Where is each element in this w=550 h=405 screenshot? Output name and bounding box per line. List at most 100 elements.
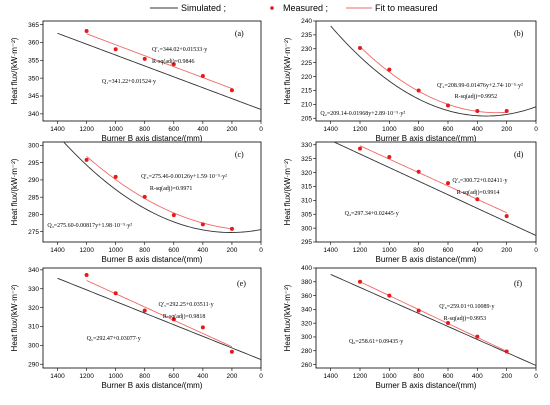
x-axis-title: Burner B axis distance/(mm)	[376, 134, 477, 143]
y-tick-label: 305	[301, 211, 312, 218]
x-tick-label: 600	[168, 247, 179, 254]
x-axis-title: Burner B axis distance/(mm)	[102, 134, 203, 143]
x-tick-label: 1200	[353, 373, 368, 380]
y-axis-title: Heat flux/(kW·m⁻²)	[283, 37, 292, 104]
simulated-equation: Q₄=297.34+0.02445·y	[345, 211, 399, 217]
measured-point	[504, 214, 509, 219]
panels: 1400 1200 1000 800 600 400 200 0 340 345 350 355 360…	[10, 18, 538, 390]
panel-c: 1400 1200 1000 800 600 400 200 0 275 280 285 290 295…	[10, 141, 263, 264]
x-tick-label: 400	[197, 373, 208, 380]
r-squared: R-sq(adj)=0.9914	[457, 189, 500, 196]
x-tick-label: 0	[259, 247, 263, 254]
x-axis-title: Burner B axis distance/(mm)	[102, 255, 203, 264]
y-tick-label: 275	[28, 229, 39, 236]
y-tick-label: 300	[28, 343, 39, 350]
fit-equation: Q'₅=292.25+0.03511·y	[159, 302, 214, 308]
x-tick-label: 1000	[382, 373, 397, 380]
x-tick-label: 400	[197, 247, 208, 254]
panel-label: (b)	[514, 29, 524, 38]
plot-frame	[315, 20, 537, 122]
plot-frame	[42, 267, 262, 369]
y-tick-label: 300	[28, 143, 39, 150]
y-axis-title: Heat flux/(kW·m⁻²)	[10, 37, 19, 104]
fit-curve	[86, 280, 233, 348]
y-tick-label: 280	[301, 348, 312, 355]
y-tick-label: 365	[28, 22, 39, 29]
y-tick-label: 235	[301, 32, 312, 39]
legend: Simulated ; Measured ; Fit to measured	[150, 3, 438, 13]
x-tick-label: 1400	[323, 247, 338, 254]
fit-equation: Q'₄=300.72+0.02411·y	[452, 178, 507, 184]
plot-frame	[42, 20, 262, 122]
measured-point	[387, 293, 392, 298]
measured-point	[84, 157, 89, 162]
simulated-curve	[63, 142, 261, 233]
legend-measured-label: Measured ;	[283, 3, 328, 13]
x-tick-label: 800	[139, 247, 150, 254]
measured-point	[387, 67, 392, 72]
simulated-equation: Q₁=341.22+0.01524·y	[102, 79, 156, 85]
measured-point	[446, 181, 450, 186]
y-tick-label: 360	[301, 293, 312, 300]
y-tick-label: 290	[28, 361, 39, 368]
panel-label: (d)	[514, 150, 524, 159]
y-tick-label: 285	[28, 194, 39, 201]
x-tick-label: 800	[139, 373, 150, 380]
simulated-equation: Q₅=292.47+0.03077·y	[87, 336, 141, 342]
y-tick-label: 325	[301, 156, 312, 163]
x-axis-title: Burner B axis distance/(mm)	[376, 381, 477, 390]
fit-curve	[86, 33, 233, 89]
y-tick-label: 320	[301, 320, 312, 327]
fit-curve	[359, 145, 507, 214]
fit-equation: Q'₁=344.02+0.01533·y	[152, 47, 207, 53]
x-tick-label: 600	[168, 126, 179, 133]
simulated-curve	[57, 32, 261, 110]
x-tick-label: 800	[413, 373, 424, 380]
panel-label: (a)	[235, 29, 244, 38]
y-tick-label: 320	[28, 305, 39, 312]
x-tick-label: 0	[534, 247, 538, 254]
measured-point	[200, 222, 205, 227]
measured-point	[504, 349, 509, 354]
y-tick-label: 280	[28, 212, 39, 219]
measured-point	[475, 334, 480, 339]
x-tick-label: 200	[501, 126, 512, 133]
r-squared: R-sq(adj)=0.9846	[152, 58, 195, 65]
y-tick-label: 330	[28, 286, 39, 293]
r-squared: R-sq(adj)=0.9818	[163, 313, 206, 320]
legend-measured-marker	[270, 6, 274, 10]
legend-simulated-label: Simulated ;	[181, 3, 226, 13]
r-squared: R-sq(adj)=0.9971	[150, 185, 193, 192]
x-tick-label: 200	[501, 247, 512, 254]
measured-point	[113, 47, 118, 52]
measured-point	[171, 213, 176, 218]
x-tick-label: 1000	[108, 247, 123, 254]
plot-frame	[315, 267, 537, 369]
y-tick-label: 230	[301, 46, 312, 53]
measured-point	[358, 279, 362, 284]
x-tick-label: 200	[227, 126, 238, 133]
y-tick-label: 220	[301, 74, 312, 81]
simulated-curve	[57, 277, 261, 360]
x-tick-label: 800	[413, 247, 424, 254]
x-tick-label: 600	[168, 373, 179, 380]
measured-point	[113, 174, 118, 179]
y-axis-title: Heat flux/(kW·m⁻²)	[283, 284, 292, 351]
measured-point	[200, 325, 205, 330]
measured-point	[446, 321, 450, 326]
y-tick-label: 340	[301, 307, 312, 314]
simulated-curve	[330, 273, 536, 366]
y-tick-label: 290	[28, 177, 39, 184]
x-tick-label: 1000	[382, 247, 397, 254]
measured-point	[142, 194, 147, 199]
x-tick-label: 200	[227, 373, 238, 380]
x-tick-label: 1400	[50, 373, 65, 380]
y-tick-label: 340	[28, 267, 39, 274]
x-tick-label: 200	[227, 247, 238, 254]
y-tick-label: 215	[301, 88, 312, 95]
y-tick-label: 355	[28, 57, 39, 64]
measured-point	[358, 146, 362, 151]
simulated-equation: Q₂=209.14-0.01968y+2.89·10⁻⁵·y²	[320, 111, 405, 117]
x-tick-label: 0	[534, 126, 538, 133]
measured-point	[229, 88, 234, 93]
